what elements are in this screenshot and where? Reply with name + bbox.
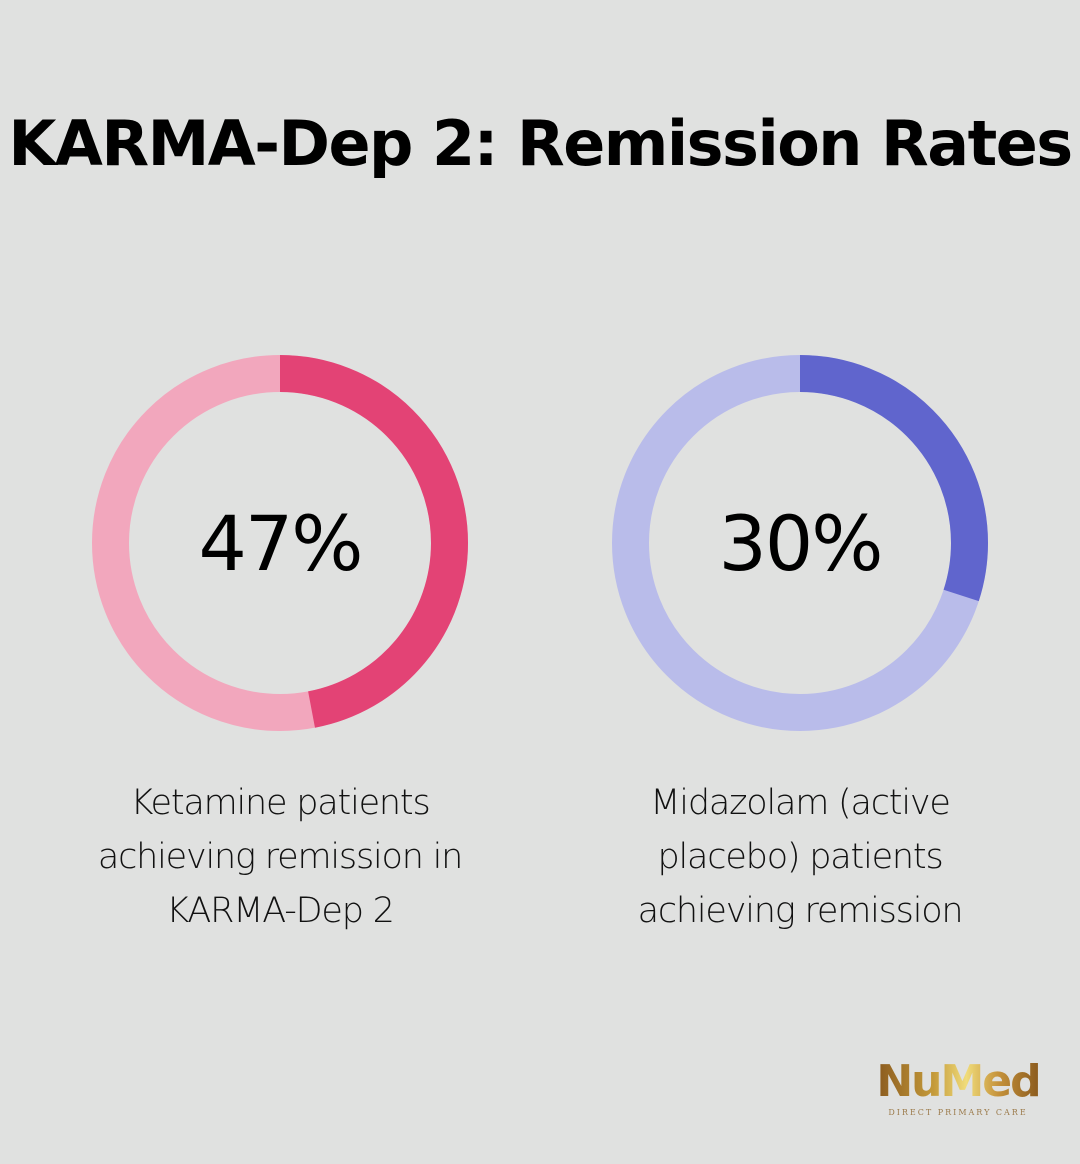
logo-wordmark: NuMed	[876, 1056, 1041, 1107]
midazolam-percentage: 30%	[718, 498, 884, 588]
ketamine-remission-donut: 47%	[92, 355, 468, 731]
midazolam-caption: Midazolam (active placebo) patients achi…	[637, 783, 964, 931]
ketamine-percentage: 47%	[198, 498, 364, 588]
midazolam-remission-donut: 30%	[612, 355, 988, 731]
logo-tagline: DIRECT PRIMARY CARE	[888, 1108, 1028, 1117]
donut-ring	[92, 355, 468, 731]
donut-ring	[612, 355, 988, 731]
numed-logo: NuMed DIRECT PRIMARY CARE	[868, 1058, 1048, 1128]
ketamine-caption: Ketamine patients achieving remission in…	[97, 783, 463, 931]
infographic-title: KARMA-Dep 2: Remission Rates	[8, 107, 1073, 180]
